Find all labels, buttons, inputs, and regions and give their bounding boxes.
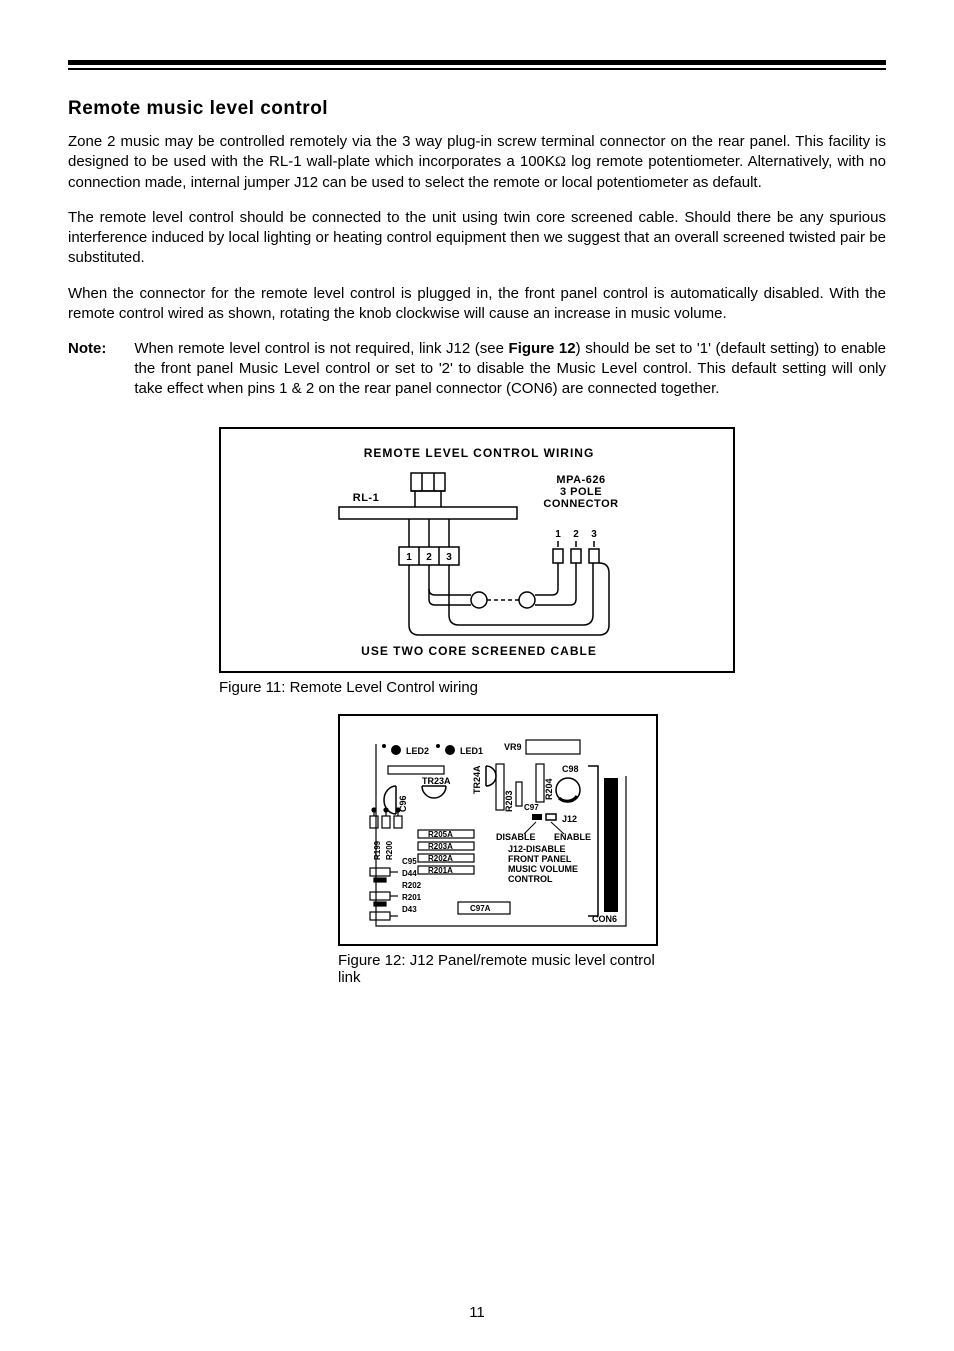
d2-con6: CON6: [592, 914, 617, 924]
paragraph-1: Zone 2 music may be controlled remotely …: [68, 132, 886, 192]
note-body: When remote level control is not require…: [134, 339, 886, 398]
d1-plate: [339, 507, 517, 519]
d2-c97: C97: [524, 803, 539, 812]
caption-2: Figure 12: J12 Panel/remote music level …: [338, 952, 658, 986]
d2-c98: C98: [562, 764, 579, 774]
d2-enable: ENABLE: [554, 832, 591, 842]
rule-thick: [68, 60, 886, 65]
d2-j12t3: MUSIC VOLUME: [508, 864, 578, 874]
diagram-2-svg: LED2 LED1 VR9 TR23A TR24A: [340, 716, 660, 948]
note-body-a: When remote level control is not require…: [134, 340, 508, 357]
d1-left-pin1: 1: [406, 552, 412, 563]
d1-cable: [409, 563, 609, 635]
d2-r202: R202: [402, 881, 422, 890]
d2-j12t1: J12-DISABLE: [508, 844, 566, 854]
d2-led2: LED2: [406, 746, 429, 756]
d2-vr9: VR9: [504, 742, 522, 752]
d1-right-conn: [553, 541, 599, 563]
diagram-1-svg: REMOTE LEVEL CONTROL WIRING RL-1 MPA-626…: [221, 429, 737, 675]
d2-r199: R199: [373, 840, 382, 860]
d2-r205a: R205A: [428, 830, 453, 839]
d2-j12t4: CONTROL: [508, 874, 553, 884]
d2-c97a: C97A: [470, 904, 491, 913]
section-title: Remote music level control: [68, 98, 886, 120]
d1-conn-l2: 3 POLE: [560, 486, 602, 498]
d2-d43: D43: [402, 905, 417, 914]
page: Remote music level control Zone 2 music …: [0, 0, 954, 1351]
d2-j12: J12: [562, 814, 577, 824]
d1-conn-l3: CONNECTOR: [543, 498, 618, 510]
page-number: 11: [0, 1304, 954, 1321]
d2-r203a: R203A: [428, 842, 453, 851]
diagram-1-wrap: REMOTE LEVEL CONTROL WIRING RL-1 MPA-626…: [219, 427, 735, 696]
d2-disable: DISABLE: [496, 832, 536, 842]
ohm-symbol: Ω: [555, 154, 566, 170]
d2-g: LED2 LED1 VR9 TR23A TR24A: [370, 740, 626, 926]
d1-rl-label: RL-1: [353, 492, 379, 504]
d2-r201a: R201A: [428, 866, 453, 875]
diagram-1: REMOTE LEVEL CONTROL WIRING RL-1 MPA-626…: [219, 427, 735, 673]
d2-led1: LED1: [460, 746, 483, 756]
d2-tr23a: TR23A: [422, 776, 451, 786]
d2-r202a: R202A: [428, 854, 453, 863]
diagram-2-wrap: LED2 LED1 VR9 TR23A TR24A: [338, 714, 658, 986]
d1-left-pin2: 2: [426, 552, 432, 563]
paragraph-2: The remote level control should be conne…: [68, 208, 886, 267]
d1-conn-l1: MPA-626: [556, 474, 605, 486]
d2-r203: R203: [504, 790, 514, 812]
d2-tr24a: TR24A: [472, 765, 482, 794]
d2-r204: R204: [544, 778, 554, 800]
d1-right-pin1: 1: [555, 529, 561, 540]
diagram-2: LED2 LED1 VR9 TR23A TR24A: [338, 714, 658, 946]
d2-j12t2: FRONT PANEL: [508, 854, 572, 864]
rule-thin: [68, 68, 886, 70]
note-label: Note:: [68, 339, 106, 398]
caption-1: Figure 11: Remote Level Control wiring: [219, 679, 735, 696]
d1-title: REMOTE LEVEL CONTROL WIRING: [364, 446, 595, 460]
d1-right-pin2: 2: [573, 529, 579, 540]
d1-bottom: USE TWO CORE SCREENED CABLE: [361, 644, 597, 658]
d2-r200: R200: [385, 840, 394, 860]
d1-pot: [411, 473, 445, 507]
d1-right-pin3: 3: [591, 529, 597, 540]
d1-left-pin3: 3: [446, 552, 452, 563]
note-body-figref: Figure 12: [509, 340, 576, 357]
d2-d44: D44: [402, 869, 417, 878]
d2-c95: C95: [402, 857, 417, 866]
note-block: Note: When remote level control is not r…: [68, 339, 886, 398]
paragraph-3: When the connector for the remote level …: [68, 284, 886, 324]
d2-r201: R201: [402, 893, 422, 902]
